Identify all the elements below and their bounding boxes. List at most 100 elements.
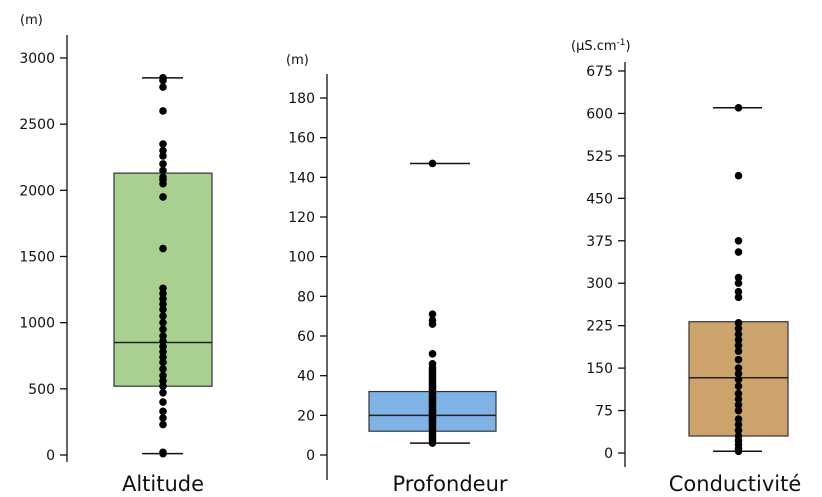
conductivite-tick-label: 300 xyxy=(586,276,613,292)
profondeur-tick-label: 60 xyxy=(297,329,315,345)
altitude-data-point xyxy=(159,83,167,91)
altitude-data-point xyxy=(159,312,167,320)
profondeur-tick-label: 160 xyxy=(288,131,315,147)
conductivite-data-point xyxy=(734,369,743,378)
profondeur-tick-label: 100 xyxy=(288,250,315,266)
conductivite-tick-label: 450 xyxy=(586,191,613,207)
conductivite-data-point xyxy=(734,287,743,296)
altitude-data-point xyxy=(159,337,167,345)
conductivite-data-point xyxy=(734,364,743,372)
altitude-data-point xyxy=(159,166,167,175)
altitude-data-point xyxy=(159,342,167,351)
altitude-data-point xyxy=(159,420,167,429)
altitude-data-point xyxy=(159,300,167,308)
conductivite-data-point xyxy=(734,406,743,415)
altitude-tick-label: 3000 xyxy=(19,51,55,67)
conductivite-tick-label: 0 xyxy=(604,446,613,462)
profondeur-tick-label: 40 xyxy=(297,369,315,385)
altitude-data-point xyxy=(159,74,167,82)
conductivite-data-point xyxy=(734,375,743,384)
conductivite-tick-label: 525 xyxy=(586,149,613,165)
conductivite-category-label: Conductivité xyxy=(669,472,802,496)
altitude-data-point xyxy=(159,318,167,327)
profondeur-tick-label: 80 xyxy=(297,289,315,305)
altitude-data-point xyxy=(159,332,167,340)
conductivite-data-point xyxy=(734,279,743,288)
altitude-data-point xyxy=(159,284,167,293)
altitude-tick-label: 1500 xyxy=(19,250,55,266)
conductivite-unit-label: (µS.cm-1) xyxy=(571,38,631,54)
altitude-data-point xyxy=(159,140,167,148)
profondeur-unit-label: (m) xyxy=(286,53,309,68)
profondeur-data-point xyxy=(428,350,437,358)
conductivite-data-point xyxy=(734,248,743,256)
profondeur-tick-label: 180 xyxy=(288,91,315,107)
altitude-data-point xyxy=(159,107,167,115)
profondeur-category-label: Profondeur xyxy=(392,472,507,496)
conductivite-data-point xyxy=(734,103,743,112)
altitude-data-point xyxy=(159,382,167,390)
panel-altitude: (m) 0 500 1000 1500 2000 2500 3000 Altitude xyxy=(19,13,213,496)
altitude-data-point xyxy=(159,353,167,361)
conductivite-data-point xyxy=(734,395,743,404)
profondeur-tick-label: 120 xyxy=(288,210,315,226)
conductivite-data-point xyxy=(734,415,743,423)
conductivite-boxplot xyxy=(688,103,789,456)
conductivite-data-point xyxy=(734,171,743,180)
altitude-tick-label: 2000 xyxy=(19,183,55,199)
conductivite-ticks: 0 75 150 225 300 375 450 525 600 675 xyxy=(586,64,625,462)
altitude-data-point xyxy=(159,414,167,422)
conductivite-data-point xyxy=(734,355,743,364)
conductivite-tick-label: 375 xyxy=(586,234,613,250)
panel-profondeur: (m) 0 20 40 60 80 100 120 140 160 180 Profondeur xyxy=(286,53,508,496)
conductivite-data-point xyxy=(734,236,743,245)
conductivite-data-point xyxy=(734,341,743,350)
conductivite-tick-label: 75 xyxy=(595,404,613,420)
altitude-tick-label: 1000 xyxy=(19,316,55,332)
altitude-data-point xyxy=(159,371,167,380)
profondeur-tick-label: 20 xyxy=(297,408,315,424)
conductivite-data-point xyxy=(734,432,743,440)
altitude-boxplot xyxy=(113,74,213,458)
profondeur-tick-label: 140 xyxy=(288,170,315,186)
altitude-data-point xyxy=(159,295,167,303)
altitude-data-point xyxy=(159,173,167,181)
altitude-tick-label: 500 xyxy=(28,382,55,398)
conductivite-data-point xyxy=(734,389,743,398)
altitude-data-point xyxy=(159,347,167,356)
conductivite-data-point xyxy=(734,336,743,344)
altitude-data-point xyxy=(159,305,167,314)
conductivite-tick-label: 225 xyxy=(586,319,613,335)
conductivite-tick-label: 150 xyxy=(586,361,613,377)
conductivite-data-point xyxy=(734,382,743,391)
altitude-data-point xyxy=(159,244,167,253)
profondeur-tick-label: 0 xyxy=(306,448,315,464)
profondeur-data-point xyxy=(428,359,437,368)
altitude-data-point xyxy=(159,325,167,334)
conductivite-data-point xyxy=(734,293,743,302)
conductivite-data-point xyxy=(734,347,743,355)
conductivite-data-point xyxy=(734,420,743,429)
altitude-category-label: Altitude xyxy=(122,472,204,496)
altitude-data-point xyxy=(159,407,167,416)
altitude-data-point xyxy=(159,152,167,160)
conductivite-tick-label: 675 xyxy=(586,64,613,80)
profondeur-data-point xyxy=(428,159,437,168)
altitude-ticks: 0 500 1000 1500 2000 2500 3000 xyxy=(19,51,67,464)
altitude-tick-label: 0 xyxy=(46,448,55,464)
altitude-unit-label: (m) xyxy=(20,13,43,28)
conductivite-data-point xyxy=(734,426,743,435)
altitude-data-point xyxy=(159,448,167,457)
altitude-data-point xyxy=(159,389,167,397)
altitude-data-point xyxy=(159,365,167,373)
altitude-data-point xyxy=(159,160,167,168)
profondeur-boxplot xyxy=(368,159,497,447)
profondeur-data-point xyxy=(428,316,437,324)
altitude-data-point xyxy=(159,398,167,406)
conductivite-data-point xyxy=(734,324,743,333)
altitude-data-point xyxy=(159,146,167,155)
altitude-data-point xyxy=(159,358,167,367)
conductivite-data-point xyxy=(734,330,743,338)
conductivite-data-point xyxy=(734,401,743,409)
